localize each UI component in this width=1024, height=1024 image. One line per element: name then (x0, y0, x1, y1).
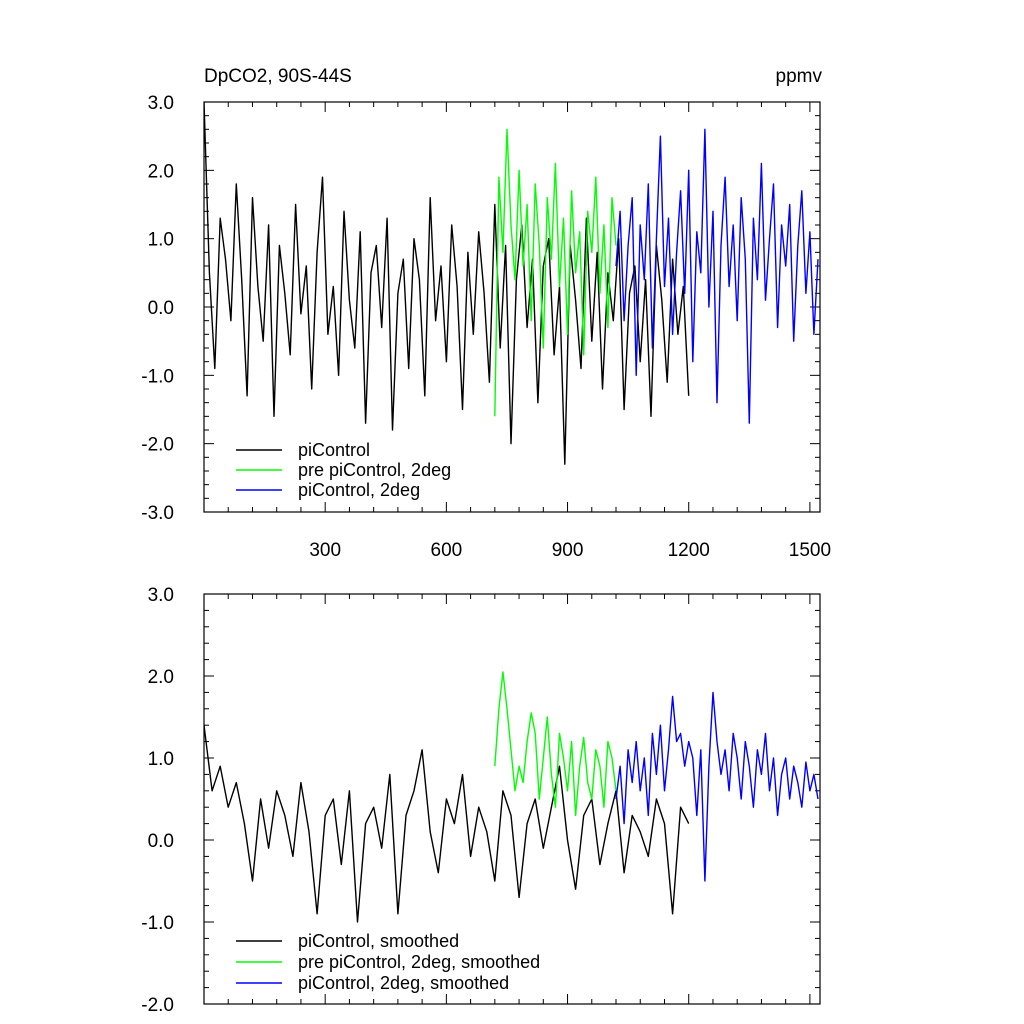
legend-label: pre piControl, 2deg (298, 460, 451, 480)
title-left: DpCO2, 90S-44S (204, 66, 352, 87)
y-tick-label: -1.0 (141, 913, 174, 934)
legend-label: piControl, smoothed (298, 931, 459, 951)
series-line-1 (494, 671, 617, 817)
y-tick-label: 3.0 (148, 93, 174, 114)
panel-top: -3.0 -2.0 -1.0 0.0 1.0 2.0 3.0 300 600 900 1200 150… (141, 93, 831, 561)
y-tick-label: 3.0 (148, 585, 174, 606)
plot-frame (203, 593, 821, 1005)
y-tick-label: 0.0 (148, 298, 174, 319)
legend-label: pre piControl, 2deg, smoothed (298, 952, 540, 972)
y-tick-label: 0.0 (148, 831, 174, 852)
y-tick-label: -1.0 (141, 366, 174, 387)
x-tick-label: 1500 (789, 540, 831, 561)
y-tick-label: 1.0 (148, 749, 174, 770)
y-tick-label: 2.0 (148, 667, 174, 688)
legend-label: piControl (298, 440, 370, 460)
plot-frame (203, 101, 821, 513)
series-line-2 (615, 691, 819, 882)
series-line-1 (494, 128, 617, 417)
legend-label: piControl, 2deg (298, 480, 420, 500)
x-tick-label: 600 (431, 540, 463, 561)
series-line-0 (204, 725, 690, 923)
x-tick-label: 300 (309, 540, 341, 561)
series-line-0 (204, 102, 690, 465)
series-line-2 (615, 128, 819, 424)
legend-label: piControl, 2deg, smoothed (298, 973, 509, 993)
x-tick-label: 1200 (668, 540, 710, 561)
y-tick-label: -2.0 (141, 435, 174, 456)
title-right: ppmv (776, 66, 823, 87)
y-tick-label: -3.0 (141, 503, 174, 524)
x-tick-label: 900 (552, 540, 584, 561)
y-tick-label: -2.0 (141, 995, 174, 1016)
y-tick-label: 2.0 (148, 161, 174, 182)
y-tick-label: 1.0 (148, 230, 174, 251)
